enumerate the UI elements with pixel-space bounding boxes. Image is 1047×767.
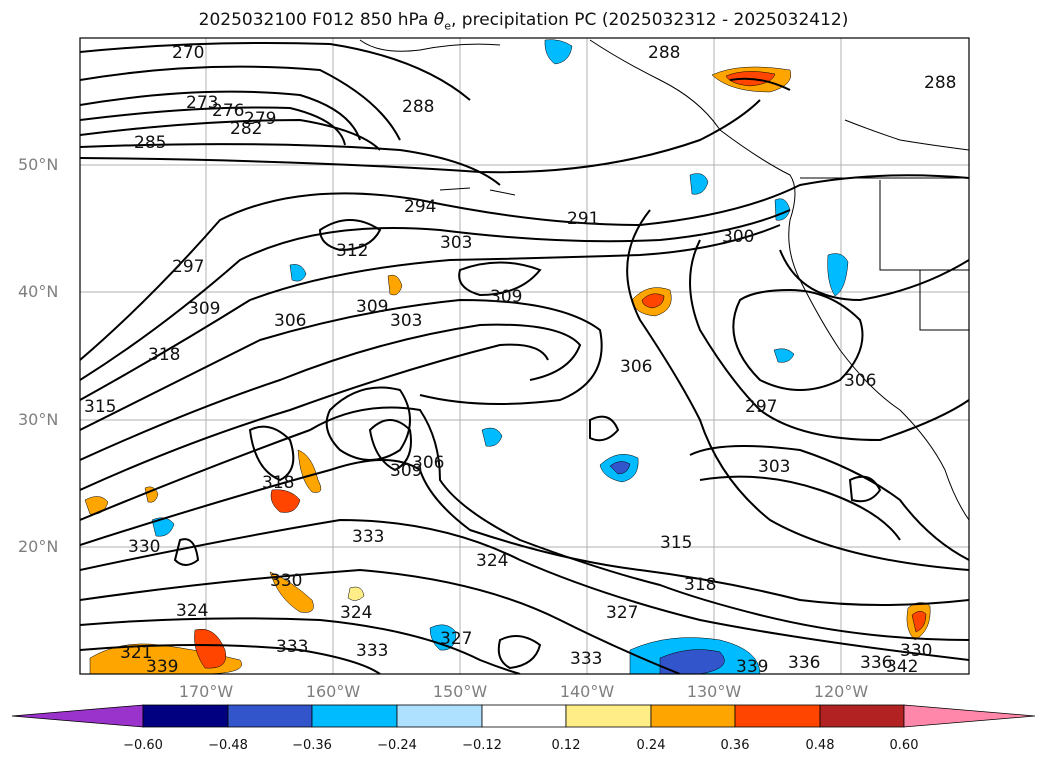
contour-label: 324: [476, 551, 508, 571]
contour-label: 303: [440, 233, 472, 253]
precip-period: , precipitation PC (2025032312 - 2025032…: [450, 10, 849, 30]
contour-label: 318: [262, 473, 294, 493]
contour-label: 309: [188, 299, 220, 319]
contour-label: 285: [134, 133, 166, 153]
contour-label: 336: [860, 653, 892, 673]
contour-label: 339: [146, 657, 178, 677]
theta-e-contours: [80, 42, 969, 674]
theta-symbol: θ: [433, 10, 445, 30]
contour-label: 309: [356, 297, 388, 317]
contour-label: 306: [412, 453, 444, 473]
contour-label: 309: [390, 461, 422, 481]
colorbar-swatch: [311, 704, 398, 728]
contour-label: 318: [148, 345, 180, 365]
contour-labels: 270 273 276 279 282 285 288 288 288 291 …: [84, 43, 956, 677]
lat-label-50n: 50°N: [18, 155, 59, 174]
colorbar-swatch: [11, 704, 144, 728]
contour-label: 276: [212, 101, 244, 121]
colorbar-swatch: [903, 704, 1036, 728]
contour-label: 273: [186, 93, 218, 113]
colorbar-tick: 0.24: [636, 738, 666, 753]
contour-label: 282: [230, 119, 262, 139]
lon-label-150w: 150°W: [432, 682, 488, 701]
contour-label: 333: [352, 527, 384, 547]
colorbar-tick: 0.12: [551, 738, 581, 753]
contour-label: 303: [758, 457, 790, 477]
contour-label: 327: [440, 629, 472, 649]
contour-label: 309: [490, 287, 522, 307]
contour-label: 312: [336, 241, 368, 261]
contour-label: 288: [648, 43, 680, 63]
lat-label-20n: 20°N: [18, 537, 59, 556]
colorbar-swatch: [227, 704, 313, 728]
contour-label: 270: [172, 43, 204, 63]
contour-label: 303: [390, 311, 422, 331]
colorbar-tick: 0.60: [889, 738, 919, 753]
colorbar: [11, 704, 1036, 728]
colorbar-swatch: [481, 704, 567, 728]
contour-label: 333: [276, 637, 308, 657]
lat-label-30n: 30°N: [18, 410, 59, 429]
lon-label-160w: 160°W: [305, 682, 361, 701]
map-title: 2025032100 F012 850 hPa θe, precipitatio…: [0, 10, 1047, 32]
map-frame-bg: [80, 38, 969, 674]
colorbar-swatch: [734, 704, 821, 728]
contour-label: 300: [722, 227, 754, 247]
contour-label: 279: [244, 109, 276, 129]
contour-label: 321: [120, 643, 152, 663]
colorbar-tick: −0.60: [123, 738, 163, 753]
contour-label: 294: [404, 197, 436, 217]
contour-label: 306: [274, 311, 306, 331]
colorbar-tick: −0.12: [462, 738, 502, 753]
colorbar-tick: −0.24: [377, 738, 417, 753]
contour-label: 324: [176, 601, 208, 621]
colorbar-tick: 0.48: [805, 738, 835, 753]
lat-label-40n: 40°N: [18, 282, 59, 301]
contour-label: 333: [570, 649, 602, 669]
contour-label: 330: [900, 641, 932, 661]
contour-label: 297: [745, 397, 777, 417]
run-time: 2025032100: [198, 10, 307, 30]
contour-label: 288: [402, 97, 434, 117]
colorbar-swatch: [142, 704, 229, 728]
lon-label-140w: 140°W: [559, 682, 615, 701]
lon-label-170w: 170°W: [178, 682, 234, 701]
contour-label: 342: [886, 657, 918, 677]
colorbar-tick: −0.48: [208, 738, 248, 753]
contour-label: 336: [788, 653, 820, 673]
contour-label: 288: [924, 73, 956, 93]
contour-label: 315: [84, 397, 116, 417]
theta-subscript: e: [444, 19, 451, 33]
forecast-hour: F012: [312, 10, 355, 30]
contour-label: 291: [567, 209, 599, 229]
colorbar-swatch: [650, 704, 736, 728]
contour-label: 306: [844, 371, 876, 391]
contour-label: 330: [270, 571, 302, 591]
colorbar-swatch: [396, 704, 483, 728]
pressure-level: 850 hPa: [359, 10, 429, 30]
colorbar-swatch: [819, 704, 905, 728]
contour-label: 327: [606, 603, 638, 623]
coastlines: [359, 39, 969, 521]
lon-label-120w: 120°W: [813, 682, 869, 701]
contour-label: 315: [660, 533, 692, 553]
contour-label: 297: [172, 257, 204, 277]
colorbar-swatch: [565, 704, 652, 728]
contour-label: 330: [128, 537, 160, 557]
lon-label-130w: 130°W: [686, 682, 742, 701]
contour-label: 306: [620, 357, 652, 377]
contour-label: 324: [340, 603, 372, 623]
map-frame: [79, 37, 970, 675]
contour-label: 339: [736, 657, 768, 677]
contour-label: 333: [356, 641, 388, 661]
contour-label: 318: [684, 575, 716, 595]
colorbar-tick: −0.36: [292, 738, 332, 753]
colorbar-tick: 0.36: [720, 738, 750, 753]
